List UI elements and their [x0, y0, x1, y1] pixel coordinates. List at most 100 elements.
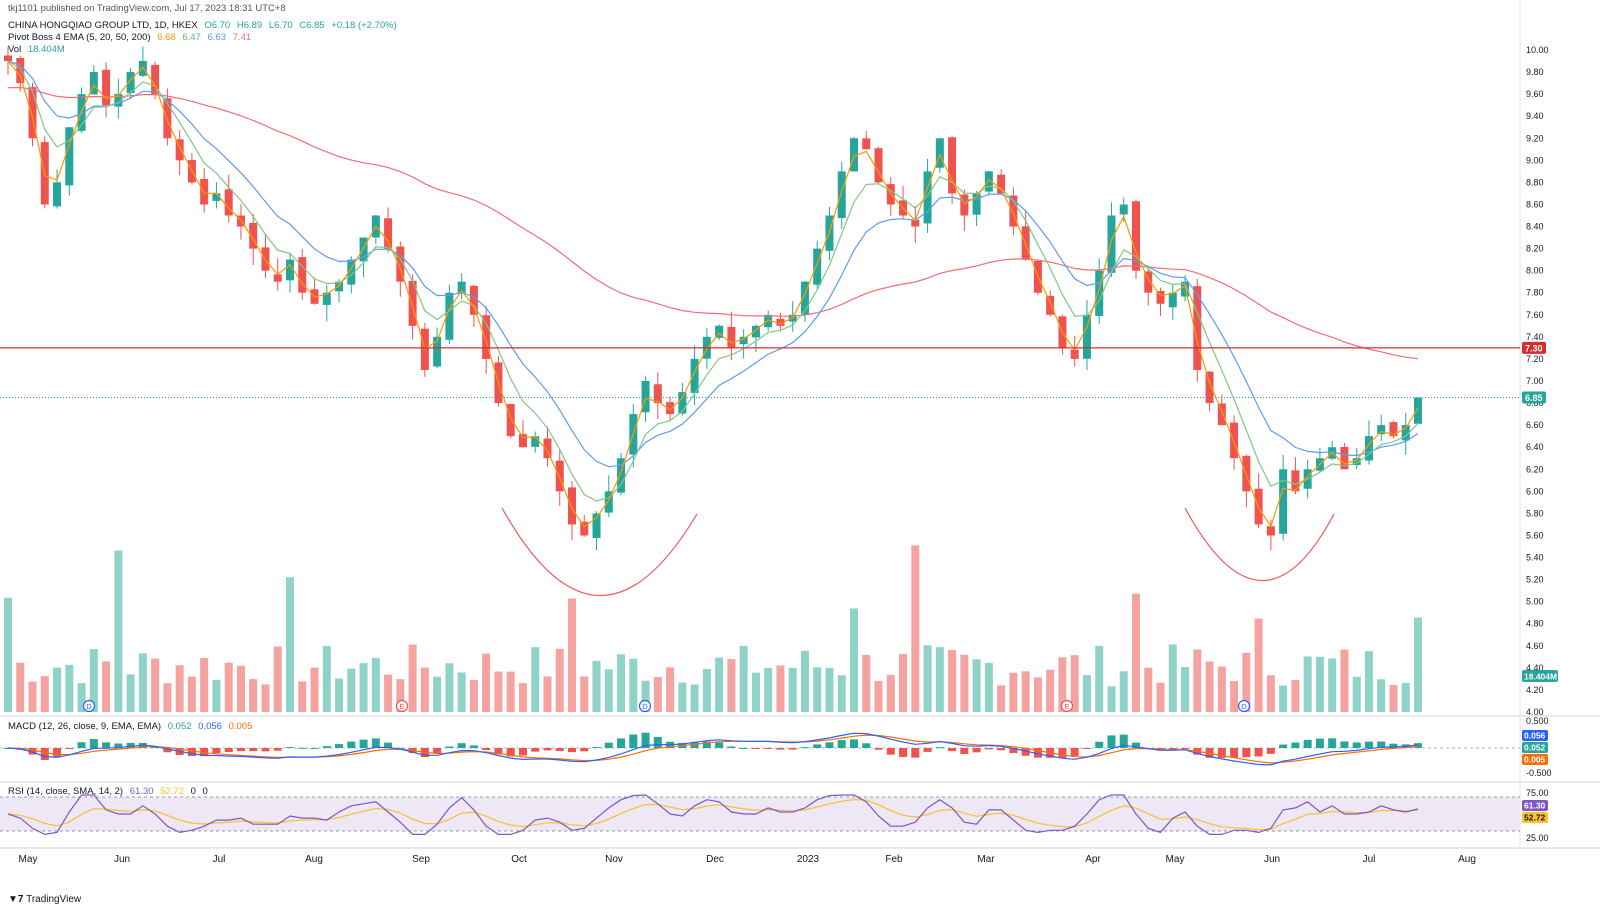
- macd-histogram-bar: [899, 748, 908, 757]
- open-value: O6.70: [204, 20, 231, 31]
- volume-bar: [4, 597, 12, 712]
- ema50-value: 6.63: [207, 32, 227, 43]
- candle-body: [531, 436, 540, 447]
- rsi-band: [0, 797, 1520, 831]
- macd-tick-label: 0.500: [1526, 716, 1549, 726]
- volume-bar: [666, 667, 675, 712]
- y-tick-label: 7.00: [1526, 376, 1544, 386]
- y-tick-label: 10.00: [1526, 45, 1549, 55]
- candle-body: [469, 285, 478, 315]
- candle-body: [1217, 403, 1226, 426]
- volume-bar: [800, 650, 809, 712]
- candle-body: [249, 222, 258, 249]
- y-tick-label: 8.40: [1526, 222, 1544, 232]
- volume-bar: [1082, 675, 1091, 712]
- candle-body: [396, 246, 405, 282]
- macd-histogram-bar: [629, 734, 638, 748]
- candle-body: [1401, 425, 1410, 441]
- macd-histogram-bar: [1340, 741, 1349, 748]
- volume-bar: [224, 662, 233, 712]
- macd-histogram-bar: [935, 747, 944, 749]
- macd-histogram-bar: [347, 741, 356, 748]
- candle-body: [408, 280, 417, 326]
- x-tick-label: Sep: [412, 854, 430, 865]
- candle-body: [163, 98, 172, 139]
- macd-histogram-bar: [1033, 748, 1042, 758]
- volume-bar: [77, 683, 86, 712]
- y-tick-label: 6.00: [1526, 486, 1544, 496]
- resistance-price-label: 7.30: [1525, 343, 1543, 353]
- macd-histogram-bar: [212, 748, 221, 753]
- macd-histogram-bar: [236, 748, 245, 752]
- dividend-marker: [82, 699, 96, 713]
- candle-body: [715, 325, 724, 338]
- volume-bar: [531, 647, 540, 712]
- macd-histogram-bar: [494, 748, 503, 755]
- volume-bar: [1328, 658, 1337, 712]
- macd-histogram-bar: [433, 748, 442, 754]
- x-tick-label: Aug: [305, 854, 323, 865]
- candle-body: [1279, 469, 1288, 534]
- macd-histogram-bar: [1328, 738, 1337, 748]
- candle-body: [200, 178, 209, 205]
- y-tick-label: 9.60: [1526, 89, 1544, 99]
- x-tick-label: May: [1166, 854, 1185, 865]
- macd-histogram-bar: [89, 739, 98, 748]
- rsi-value: 61.30: [129, 786, 154, 797]
- x-tick-label: Dec: [706, 854, 724, 865]
- tradingview-logo[interactable]: ▼7 TradingView: [8, 894, 81, 905]
- volume-bar: [1058, 657, 1067, 712]
- macd-histogram-bar: [1021, 748, 1030, 756]
- y-tick-label: 6.20: [1526, 464, 1544, 474]
- candle-body: [53, 182, 62, 207]
- candle-body: [874, 148, 883, 183]
- macd-histogram-bar: [1107, 735, 1116, 748]
- volume-bar: [1046, 669, 1055, 712]
- volume-bar: [751, 672, 760, 712]
- y-tick-label: 5.60: [1526, 530, 1544, 540]
- macd-histogram-bar: [1364, 741, 1373, 748]
- vol-label: Vol: [8, 44, 22, 55]
- volume-bar: [874, 680, 883, 712]
- ema5-line: [7, 60, 1419, 528]
- candle-body: [65, 127, 74, 186]
- candle-body: [1389, 422, 1398, 437]
- x-tick-label: Mar: [977, 854, 995, 865]
- x-tick-label: 2023: [797, 854, 820, 865]
- macd-histogram-bar: [65, 748, 74, 749]
- volume-bar: [359, 663, 368, 712]
- volume-bar: [347, 668, 356, 712]
- macd-histogram-bar: [1168, 748, 1177, 751]
- candle-body: [1156, 291, 1165, 304]
- candle-body: [1107, 215, 1116, 273]
- candle-body: [543, 438, 552, 459]
- candle-body: [506, 404, 515, 437]
- earnings-marker: [395, 699, 409, 713]
- x-tick-label: Nov: [605, 854, 623, 865]
- macd-legend: MACD (12, 26, close, 9, EMA, EMA) 0.052 …: [8, 721, 256, 733]
- y-tick-label: 4.40: [1526, 663, 1544, 673]
- volume-bar: [862, 654, 871, 712]
- candle-body: [175, 139, 184, 161]
- macd-histogram-bar: [187, 748, 196, 757]
- volume-bar: [984, 662, 993, 712]
- macd-histogram-bar: [800, 747, 809, 749]
- macd-value-tag: [1522, 754, 1548, 765]
- volume-bar: [702, 668, 711, 712]
- macd-histogram-bar: [335, 744, 344, 748]
- vol-legend: Vol 18.404M: [8, 44, 69, 56]
- cup-arc-right: [1184, 507, 1335, 582]
- macd-histogram-bar: [298, 747, 307, 749]
- candle-body: [911, 219, 920, 227]
- candle-body: [1119, 204, 1128, 215]
- ema20-line: [7, 60, 1419, 502]
- volume-bar: [1021, 671, 1030, 712]
- tv-logo-icon: ▼7: [8, 894, 24, 905]
- y-tick-label: 7.40: [1526, 332, 1544, 342]
- macd-histogram-bar: [102, 742, 111, 748]
- volume-bar: [629, 658, 638, 712]
- candle-body: [273, 274, 282, 282]
- y-tick-label: 7.80: [1526, 288, 1544, 298]
- volume-bar: [163, 683, 172, 712]
